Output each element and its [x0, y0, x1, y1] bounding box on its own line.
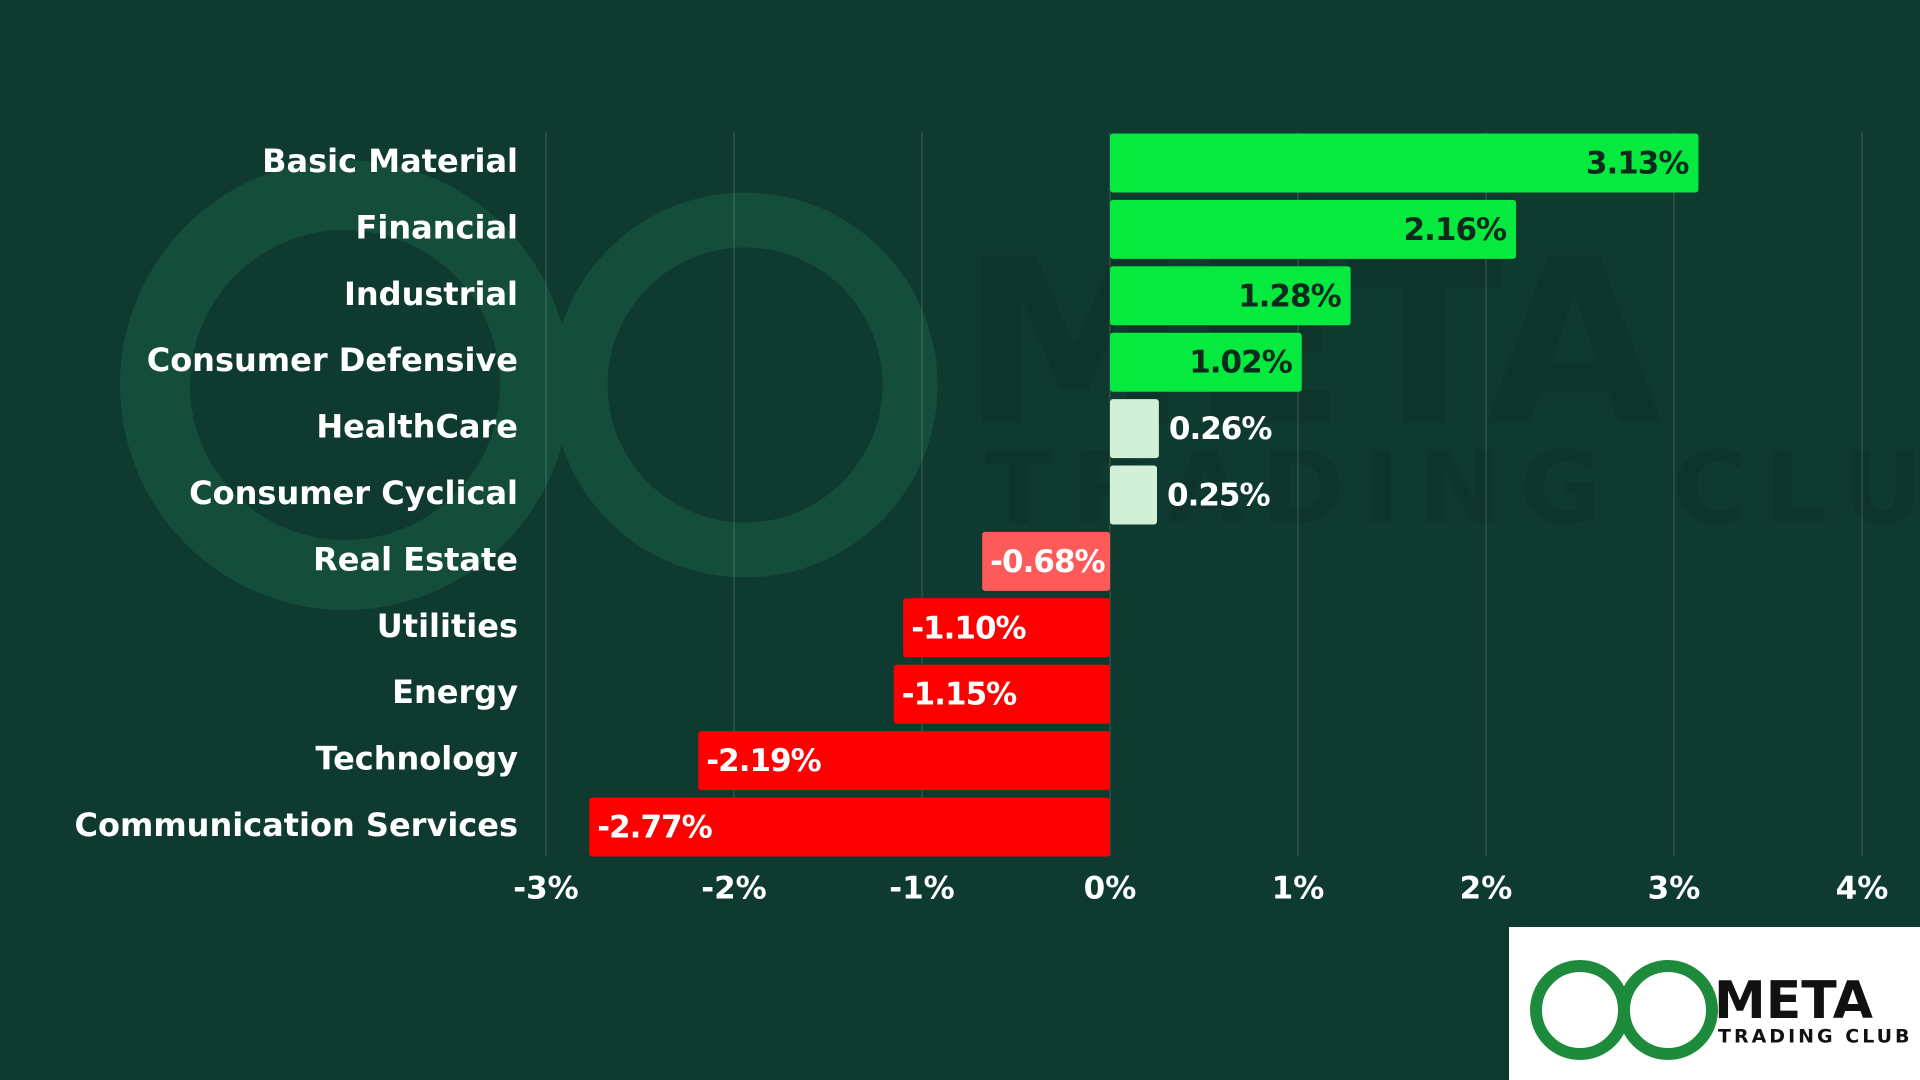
value-label: 1.28%: [1238, 278, 1341, 314]
x-tick-label: -1%: [889, 871, 955, 907]
x-tick-label: -3%: [513, 871, 579, 907]
y-tick-label: Energy: [392, 673, 518, 711]
bar: [1110, 332, 1302, 392]
y-tick-label: Basic Material: [262, 142, 518, 180]
value-label: -1.10%: [911, 610, 1026, 646]
value-label: 0.26%: [1169, 411, 1272, 447]
value-label: 1.02%: [1189, 345, 1292, 381]
x-tick-label: 2%: [1460, 871, 1513, 907]
bar: [1110, 399, 1159, 459]
bar: [1110, 199, 1517, 259]
bar: [1110, 266, 1351, 326]
bar: [589, 797, 1110, 857]
x-tick-label: 4%: [1836, 871, 1889, 907]
watermark: META TRADING CLUB: [120, 160, 1920, 610]
x-tick-label: 3%: [1648, 871, 1701, 907]
logo-subtitle: TRADING CLUB: [1718, 1026, 1913, 1048]
bar: [1110, 465, 1157, 525]
logo-ring: [1618, 960, 1718, 1060]
y-tick-label: Industrial: [344, 275, 518, 313]
bar: [1110, 133, 1699, 193]
watermark-ring: [120, 160, 570, 610]
x-tick-label: 1%: [1272, 871, 1325, 907]
logo-title: META: [1714, 971, 1873, 1031]
y-tick-label: Financial: [356, 208, 518, 246]
bar: [903, 598, 1110, 658]
y-tick-label: Communication Services: [75, 806, 519, 844]
logo: META TRADING CLUB: [1509, 927, 1920, 1080]
bar: [698, 731, 1110, 791]
value-label: 3.13%: [1586, 146, 1689, 182]
y-tick-label: Technology: [315, 740, 518, 778]
bar: [893, 664, 1110, 724]
plot: -3% -2% -1% 0% 1% 2% 3% 4% Basic Material 3.13% Fi…: [75, 132, 1889, 907]
watermark-ring: [552, 192, 938, 578]
x-tick-label: -2%: [701, 871, 767, 907]
value-label: 0.25%: [1167, 478, 1270, 514]
y-tick-label: HealthCare: [316, 408, 518, 446]
value-label: -1.15%: [902, 677, 1017, 713]
y-tick-label: Consumer Cyclical: [189, 474, 518, 512]
value-label: -2.77%: [597, 810, 712, 846]
value-label: 2.16%: [1404, 212, 1507, 248]
y-tick-label: Consumer Defensive: [147, 341, 518, 379]
x-tick-label: 0%: [1084, 871, 1137, 907]
value-label: -0.68%: [990, 544, 1105, 580]
bar: [982, 531, 1110, 591]
value-label: -2.19%: [706, 743, 821, 779]
y-tick-label: Utilities: [377, 607, 518, 645]
y-tick-label: Real Estate: [313, 540, 518, 578]
